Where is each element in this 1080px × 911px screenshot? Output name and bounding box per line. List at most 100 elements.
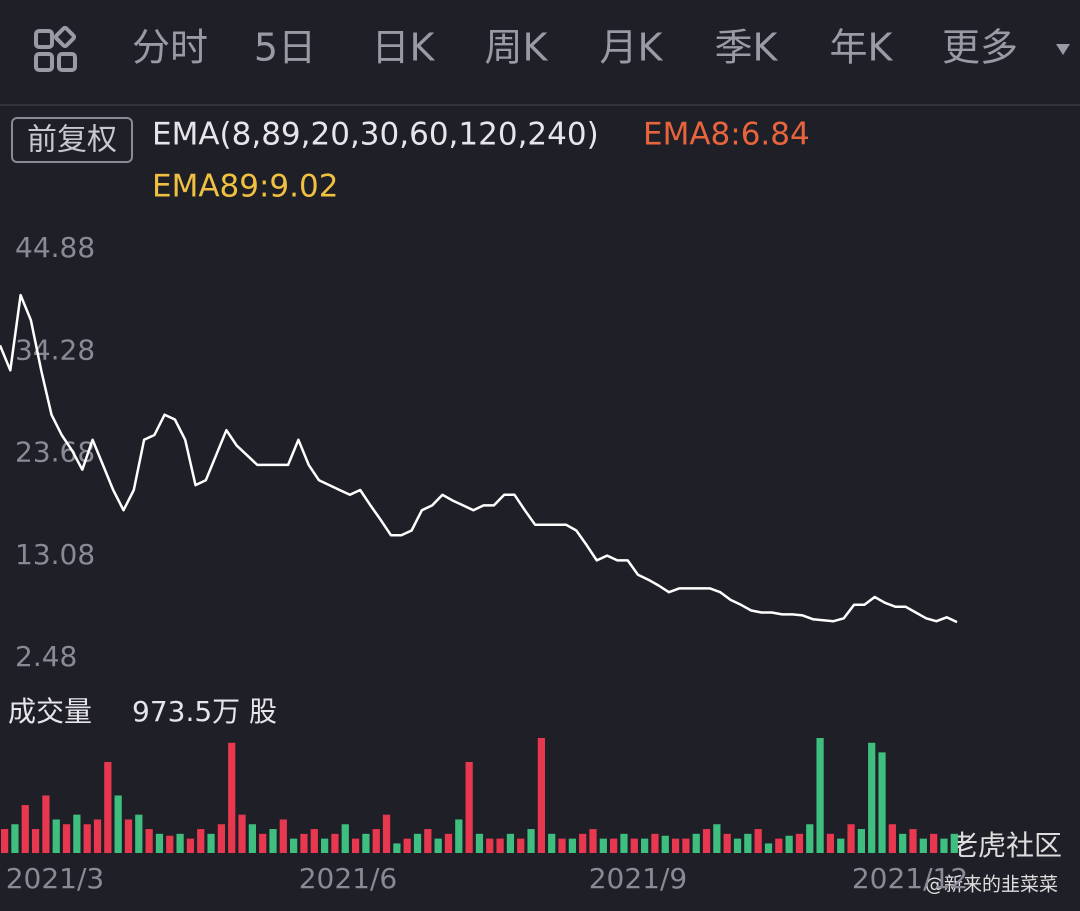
y-tick-label: 44.88 (15, 231, 95, 264)
volume-bar (73, 814, 81, 853)
volume-bar (692, 833, 700, 853)
volume-bar (671, 838, 680, 853)
volume-bar (641, 838, 649, 853)
more-arrow[interactable] (1056, 44, 1070, 55)
y-tick-label: 23.68 (15, 436, 95, 469)
volume-bar (238, 814, 246, 853)
volume-bar (124, 819, 133, 853)
volume-bar (455, 819, 463, 853)
volume-bar (393, 843, 401, 853)
volume-bar (930, 833, 938, 853)
tab[interactable]: 季K (715, 26, 779, 70)
volume-bar (744, 833, 752, 853)
volume-bar (868, 742, 876, 853)
tab[interactable]: 5日 (254, 26, 316, 70)
volume-bar (21, 805, 29, 853)
volume-bar (217, 824, 225, 853)
x-label: 2021/3 (6, 862, 105, 895)
tab[interactable]: 更多 (942, 26, 1018, 70)
volume-bar (259, 833, 267, 853)
volume-bar (83, 824, 91, 853)
volume-bar (444, 833, 453, 853)
volume-bar (537, 738, 545, 853)
volume-bar (733, 838, 742, 853)
volume-bar (506, 833, 515, 853)
volume-bar (424, 829, 432, 853)
volume-bar (899, 833, 907, 853)
tab[interactable]: 日K (372, 26, 436, 70)
volume-bar (847, 824, 855, 853)
volume-bar (475, 833, 484, 853)
x-label: 2021/12 (852, 862, 968, 895)
volume-bar (186, 838, 195, 853)
volume-bar (950, 833, 958, 853)
volume-bar (517, 838, 525, 853)
volume-bar (775, 838, 783, 853)
volume-bar (620, 833, 628, 853)
volume-bar (11, 824, 19, 853)
volume-bar (135, 814, 143, 853)
volume-bar (558, 838, 566, 853)
volume-bar (661, 835, 669, 853)
volume-bar (42, 795, 50, 853)
volume-bar (548, 833, 556, 853)
volume-bar (114, 795, 122, 853)
volume-bar (878, 752, 886, 853)
volume-bar (919, 838, 927, 853)
ema-params: EMA(8,89,20,30,60,120,240) (152, 117, 599, 153)
volume-bar (837, 838, 845, 853)
volume-bar (434, 838, 442, 853)
volume-bar (826, 833, 835, 853)
volume-bar (795, 833, 804, 853)
volume-bar (465, 761, 473, 853)
volume-bar (568, 838, 576, 853)
volume-bar (785, 835, 793, 853)
volume-bar (52, 819, 60, 853)
volume-bar (104, 761, 112, 853)
adjust-box[interactable] (11, 117, 133, 163)
volume-bar (341, 824, 349, 853)
volume-bar (496, 838, 504, 853)
volume-bar (486, 838, 494, 853)
volume-bar (248, 824, 256, 853)
y-tick-label: 13.08 (15, 538, 95, 571)
volume-current: 973.5万 股 (132, 695, 277, 728)
volume-bar (403, 838, 411, 853)
volume-bar (197, 829, 205, 853)
watermark-user: @新来的韭菜菜 (925, 874, 1058, 896)
volume-bar (269, 829, 277, 853)
volume-bar (145, 829, 153, 853)
volume-bar (702, 829, 711, 853)
volume-bar (610, 838, 618, 853)
volume-bar (589, 829, 597, 853)
tab[interactable]: 年K (830, 26, 894, 70)
grid-icon[interactable] (34, 25, 77, 72)
volume-bar (310, 829, 318, 853)
volume-bar (166, 835, 174, 853)
volume-bar (806, 824, 814, 853)
volume-label: 成交量 (8, 695, 92, 728)
x-label: 2021/6 (299, 862, 398, 895)
tab[interactable]: 月K (600, 26, 664, 70)
volume-bar (93, 819, 102, 853)
volume-bar (279, 819, 287, 853)
volume-bar (723, 833, 731, 853)
volume-bar (713, 824, 721, 853)
watermark: 老虎社区 (950, 829, 1062, 862)
volume-bar (413, 833, 422, 853)
volume-bar (290, 838, 298, 853)
volume-bar (176, 833, 184, 853)
volume-bar (207, 833, 215, 853)
volume-bar (31, 829, 40, 853)
tab[interactable]: 分时 (132, 26, 208, 70)
volume-bar (351, 838, 360, 853)
volume-bar (300, 833, 308, 853)
volume-bar (372, 829, 380, 853)
adjust[interactable]: 前复权 (27, 123, 117, 158)
price-line (0, 293, 958, 624)
volume-bar (909, 829, 917, 853)
volume-bar (940, 838, 948, 853)
volume-bar (362, 833, 370, 853)
tab[interactable]: 周K (485, 26, 549, 70)
